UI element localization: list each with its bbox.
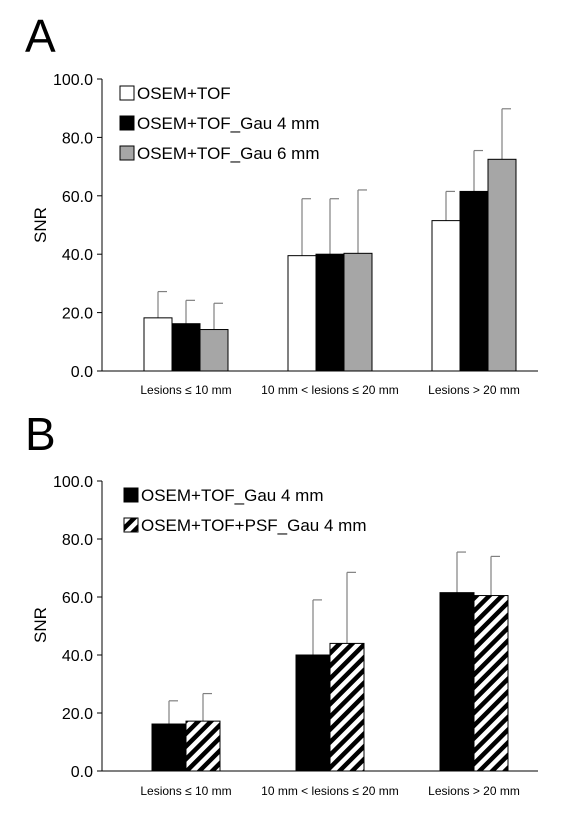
panel-a-bar	[431, 220, 461, 372]
panel-b-bar	[329, 642, 365, 772]
panel-a-y-tick-label: 20.0	[62, 306, 93, 323]
panel-a-bar	[459, 190, 489, 372]
panel-a-y-tick-label: 60.0	[62, 189, 93, 206]
panel-b-y-axis-label: SNR	[31, 607, 50, 643]
panel-b-bar	[473, 595, 509, 772]
panel-a-legend-swatch	[119, 85, 135, 101]
panel-a-label: A	[25, 10, 56, 62]
panel-a-category-label: 10 mm < lesions ≤ 20 mm	[261, 383, 399, 397]
chart-panel-a: A 0.0 20.0 40.0 60.0 80.0 100.0 SNR Lesions ≤ 10…	[25, 10, 538, 397]
panel-b-legend-label: OSEM+TOF+PSF_Gau 4 mm	[141, 516, 366, 535]
panel-a-bar	[287, 255, 317, 372]
panel-b-y-tick-label: 20.0	[62, 706, 93, 723]
panel-b-label: B	[25, 408, 56, 460]
panel-a-category-label: Lesions > 20 mm	[428, 383, 520, 397]
panel-a-y-tick-label: 40.0	[62, 247, 93, 264]
panel-b-legend-swatch	[123, 487, 139, 503]
panel-a-bar	[171, 323, 201, 372]
panel-b-bar	[439, 592, 475, 772]
panel-a-bar	[487, 158, 517, 372]
chart-panel-b: B 0.0 20.0 40.0 60.0 80.0 100.0 SNR Lesions ≤ 10…	[25, 408, 538, 798]
panel-b-bar	[295, 654, 331, 772]
panel-a-y-tick-label: 0.0	[71, 364, 93, 381]
panel-b-category-label: Lesions > 20 mm	[428, 784, 520, 798]
panel-a-legend-swatch	[119, 145, 135, 161]
panel-b-bar	[185, 720, 221, 772]
panel-a-y-tick-label: 80.0	[62, 130, 93, 147]
panel-a-bar	[199, 329, 229, 372]
panel-a-bar	[143, 317, 173, 372]
panel-b-y-tick-label: 0.0	[71, 764, 93, 781]
panel-a-bar	[315, 253, 345, 372]
panel-a-y-tick-label: 100.0	[53, 72, 93, 89]
panel-a-legend-swatch	[119, 115, 135, 131]
panel-b-bar	[151, 723, 187, 772]
panel-b-y-tick-label: 80.0	[62, 532, 93, 549]
panel-a-y-axis-label: SNR	[31, 207, 50, 243]
panel-b-legend-swatch	[123, 517, 139, 533]
panel-b-category-label: Lesions ≤ 10 mm	[140, 784, 231, 798]
panel-a-bar	[343, 252, 373, 372]
panel-b-y-tick-label: 40.0	[62, 648, 93, 665]
panel-b-y-tick-label: 60.0	[62, 590, 93, 607]
panel-b-legend-label: OSEM+TOF_Gau 4 mm	[141, 486, 323, 505]
panel-a-legend-label: OSEM+TOF	[137, 84, 231, 103]
panel-a-legend-label: OSEM+TOF_Gau 6 mm	[137, 144, 319, 163]
panel-a-category-label: Lesions ≤ 10 mm	[140, 383, 231, 397]
panel-b-category-label: 10 mm < lesions ≤ 20 mm	[261, 784, 399, 798]
panel-a-legend-label: OSEM+TOF_Gau 4 mm	[137, 114, 319, 133]
panel-b-y-tick-label: 100.0	[53, 474, 93, 491]
